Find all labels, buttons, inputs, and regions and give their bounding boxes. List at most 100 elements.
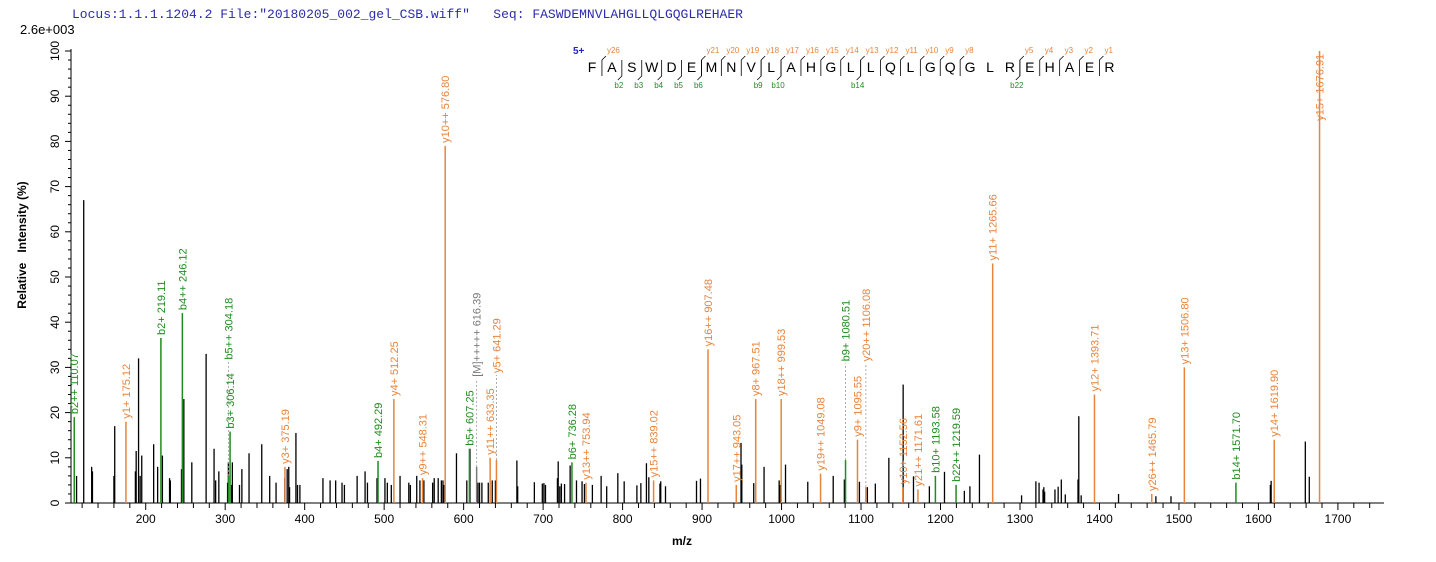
y-ion-label: y15 bbox=[826, 46, 839, 55]
b-cleavage-mark bbox=[856, 60, 862, 81]
peak-label: y10++ 576.80 bbox=[440, 76, 452, 143]
residue: A bbox=[786, 59, 796, 75]
b-cleavage-mark bbox=[637, 60, 643, 81]
peak-label: b2+ 219.11 bbox=[156, 280, 168, 335]
residue: E bbox=[1085, 59, 1094, 75]
y-cleavage-mark bbox=[740, 55, 746, 76]
y-cleavage-mark bbox=[840, 55, 846, 76]
y-ion-label: y16 bbox=[806, 46, 819, 55]
residue: Q bbox=[885, 59, 896, 75]
y-tick-label: 30 bbox=[48, 360, 62, 374]
b-ion-label: b9 bbox=[754, 81, 763, 90]
peak-label: y11+ 1265.66 bbox=[988, 194, 1000, 260]
peak-label: y9++ 548.31 bbox=[418, 414, 430, 475]
y-cleavage-mark bbox=[880, 55, 885, 76]
residue: A bbox=[1065, 59, 1075, 75]
file-text: File:"20180205_002_gel_CSB.wiff" bbox=[220, 7, 470, 22]
b-ion-label: b10 bbox=[771, 81, 785, 90]
peak-label: [M]+++++ 616.39 bbox=[472, 293, 484, 377]
x-tick-label: 400 bbox=[295, 512, 315, 526]
peak-label: b6+ 736.28 bbox=[567, 404, 579, 459]
peak-label: y3+ 375.19 bbox=[280, 409, 292, 464]
seq-text: FASWDEMNVLAHGLLQLGQGLREHAER bbox=[532, 7, 743, 22]
x-tick-label: 1300 bbox=[1007, 512, 1034, 526]
residue: G bbox=[965, 59, 976, 75]
b-ion-label: b3 bbox=[634, 81, 643, 90]
residue: L bbox=[867, 59, 875, 75]
x-tick-label: 1200 bbox=[927, 512, 954, 526]
y-ion-label: y18 bbox=[766, 46, 779, 55]
y-tick-label: 70 bbox=[48, 180, 62, 194]
residue: H bbox=[806, 59, 816, 75]
residue: M bbox=[706, 59, 718, 75]
y-tick-label: 90 bbox=[48, 89, 62, 103]
y-ion-label: y5 bbox=[1025, 46, 1034, 55]
seq-label: Seq: bbox=[493, 7, 525, 22]
spectrum-header: Locus:1.1.1.1204.2 File:"20180205_002_ge… bbox=[72, 7, 743, 22]
x-axis-label: m/z bbox=[672, 534, 693, 548]
peak-label: y21++ 1171.61 bbox=[913, 414, 925, 487]
peak-label: y14+ 1619.90 bbox=[1269, 370, 1281, 437]
y-tick-label: 60 bbox=[48, 225, 62, 239]
residue: H bbox=[1045, 59, 1055, 75]
x-tick-label: 1500 bbox=[1166, 512, 1193, 526]
y-ion-label: y2 bbox=[1085, 46, 1094, 55]
residue: L bbox=[767, 59, 775, 75]
y-cleavage-mark bbox=[939, 55, 945, 76]
peak-label: y15++ 839.02 bbox=[649, 410, 661, 477]
y-ion-label: y1 bbox=[1104, 46, 1113, 55]
x-tick-label: 1000 bbox=[768, 512, 795, 526]
peak-label: y20++ 1106.08 bbox=[861, 289, 873, 362]
y-ion-label: y8 bbox=[965, 46, 974, 55]
b-cleavage-mark bbox=[657, 60, 663, 81]
residue: E bbox=[687, 59, 696, 75]
peak-label: y8+ 967.51 bbox=[751, 341, 763, 396]
peak-label: y15+ 1676.91 bbox=[1315, 54, 1327, 121]
b-ion-label: b2 bbox=[614, 81, 623, 90]
peak-label: b3+ 306.14 bbox=[225, 373, 237, 428]
y-cleavage-mark bbox=[1059, 55, 1064, 76]
y-cleavage-mark bbox=[720, 55, 726, 76]
y-tick-label: 10 bbox=[48, 451, 62, 465]
peak-label: b14+ 1571.70 bbox=[1231, 412, 1243, 480]
b-ion-label: b5 bbox=[674, 81, 683, 90]
y-ion-label: y20 bbox=[726, 46, 739, 55]
y-tick-label: 0 bbox=[48, 499, 62, 506]
peak-label: y11++ 633.35 bbox=[485, 388, 497, 454]
y-ion-label: y21 bbox=[706, 46, 719, 55]
x-tick-label: 600 bbox=[454, 512, 474, 526]
residue: D bbox=[667, 59, 677, 75]
y-ion-label: y10 bbox=[925, 46, 938, 55]
y-ion-label: y3 bbox=[1065, 46, 1074, 55]
peak-label: b10+ 1193.58 bbox=[930, 406, 942, 473]
locus-text: Locus:1.1.1.1204.2 bbox=[72, 7, 213, 22]
x-tick-label: 1700 bbox=[1325, 512, 1352, 526]
residue: S bbox=[627, 59, 636, 75]
x-tick-label: 700 bbox=[533, 512, 553, 526]
peak-label: b9+ 1080.51 bbox=[841, 300, 853, 361]
b-ion-label: b4 bbox=[654, 81, 663, 90]
y-tick-label: 40 bbox=[48, 315, 62, 329]
b-ion-label: b14 bbox=[851, 81, 865, 90]
x-tick-label: 1100 bbox=[848, 512, 874, 526]
peak-label: b2++ 110.07 bbox=[69, 353, 81, 414]
residue: E bbox=[1025, 59, 1034, 75]
y-ion-label: y12 bbox=[886, 46, 899, 55]
peak-label: y13++ 753.94 bbox=[581, 412, 593, 479]
peak-label: b4+ 492.29 bbox=[373, 403, 385, 458]
y-cleavage-mark bbox=[760, 55, 766, 76]
y-ion-label: y17 bbox=[786, 46, 799, 55]
peak-label: y16++ 907.48 bbox=[703, 279, 715, 346]
residue: A bbox=[607, 59, 617, 75]
residue: G bbox=[825, 59, 836, 75]
b-cleavage-mark bbox=[677, 60, 682, 81]
charge-state: 5+ bbox=[573, 46, 585, 57]
y-tick-label: 20 bbox=[48, 406, 62, 420]
peak-label: b22++ 1219.59 bbox=[951, 408, 963, 482]
peak-label: y26++ 1465.79 bbox=[1147, 418, 1159, 491]
x-tick-label: 1400 bbox=[1086, 512, 1113, 526]
peak-label: y5+ 641.29 bbox=[491, 318, 503, 373]
y-cleavage-mark bbox=[919, 55, 925, 76]
peak-label: y13+ 1506.80 bbox=[1179, 297, 1191, 364]
